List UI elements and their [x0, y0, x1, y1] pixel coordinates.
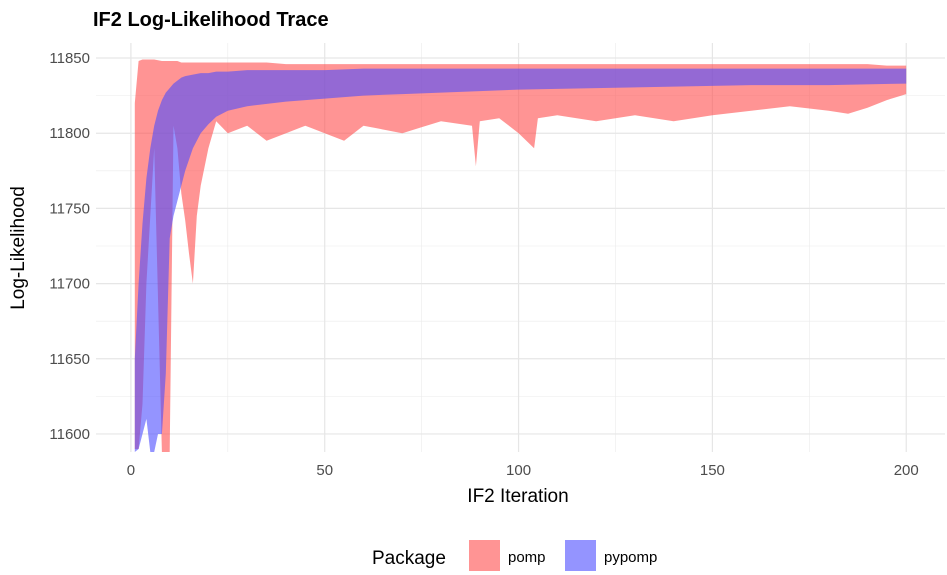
series-layer [134, 59, 907, 452]
legend: Package pomp pypomp [372, 540, 657, 571]
legend-label-pomp: pomp [508, 549, 546, 566]
series-ribbon-pomp [134, 59, 907, 452]
legend-title: Package [372, 548, 446, 569]
y-tick-label: 11700 [49, 276, 90, 293]
x-tick-label: 200 [894, 462, 919, 479]
y-tick-label: 11850 [49, 50, 90, 67]
x-tick-label: 0 [127, 462, 135, 479]
legend-label-pypomp: pypomp [604, 549, 657, 566]
x-axis-title: IF2 Iteration [467, 486, 568, 507]
y-axis-title: Log-Likelihood [8, 186, 29, 310]
series-ribbon-pypomp [134, 68, 907, 452]
x-tick-labels: 0 50 100 150 200 [127, 462, 919, 479]
y-tick-label: 11650 [49, 351, 90, 368]
y-tick-label: 11750 [49, 200, 90, 217]
legend-key-pypomp [565, 540, 596, 571]
y-tick-labels: 11600 11650 11700 11750 11800 11850 [49, 50, 90, 443]
x-tick-label: 150 [700, 462, 725, 479]
x-tick-label: 100 [506, 462, 531, 479]
legend-key-pomp [469, 540, 500, 571]
x-tick-label: 50 [316, 462, 333, 479]
y-tick-label: 11600 [49, 426, 90, 443]
y-tick-label: 11800 [49, 125, 90, 142]
chart-title: IF2 Log-Likelihood Trace [93, 9, 329, 31]
